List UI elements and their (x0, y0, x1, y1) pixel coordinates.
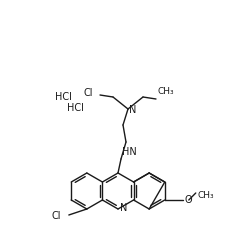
Text: N: N (129, 105, 136, 115)
Text: O: O (185, 195, 192, 205)
Text: Cl: Cl (51, 211, 61, 221)
Text: CH₃: CH₃ (198, 190, 214, 200)
Text: HCl: HCl (55, 92, 72, 102)
Text: Cl: Cl (83, 88, 93, 98)
Text: N: N (120, 203, 127, 213)
Text: HN: HN (122, 147, 137, 157)
Text: CH₃: CH₃ (158, 88, 175, 96)
Text: HCl: HCl (67, 103, 84, 113)
